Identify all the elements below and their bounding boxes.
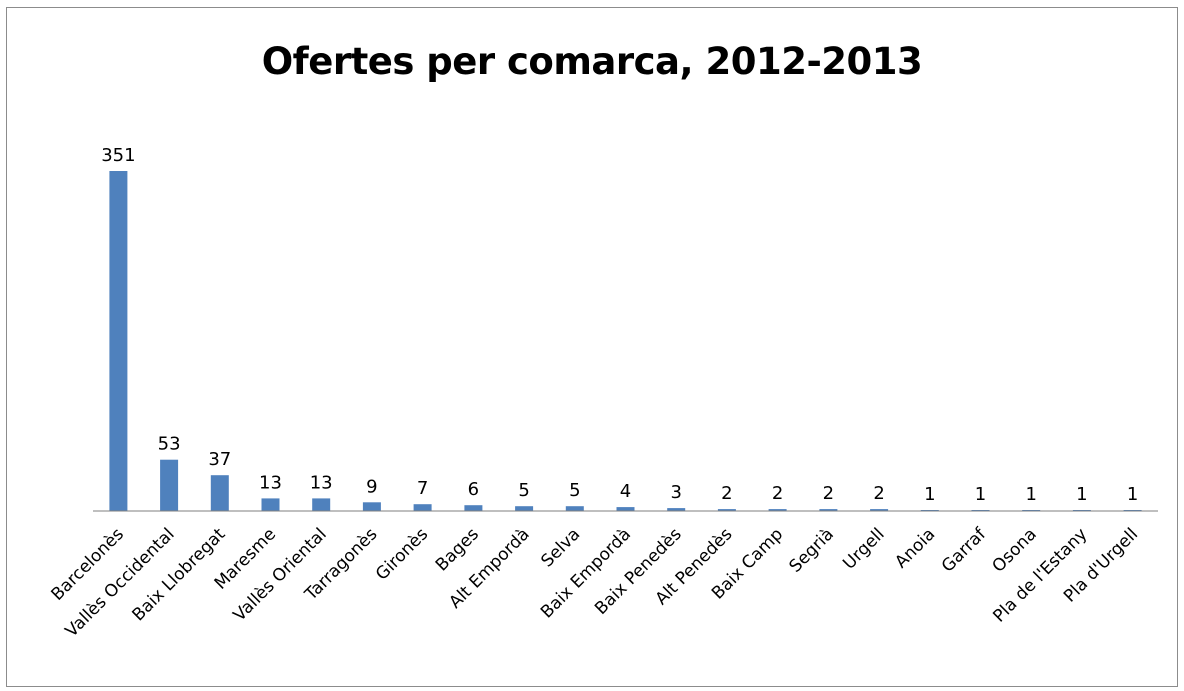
bar bbox=[210, 475, 229, 511]
data-label: 1 bbox=[924, 484, 935, 505]
data-label: 1 bbox=[1025, 484, 1036, 505]
x-tick-label: Gironès bbox=[372, 524, 432, 584]
data-label: 6 bbox=[468, 479, 479, 500]
data-label: 9 bbox=[366, 476, 377, 497]
bar bbox=[870, 509, 889, 511]
bar bbox=[261, 498, 280, 511]
data-label: 13 bbox=[310, 472, 333, 493]
bar bbox=[312, 498, 331, 511]
data-label: 1 bbox=[1127, 484, 1138, 505]
bar bbox=[413, 504, 432, 511]
bar bbox=[464, 505, 483, 511]
x-tick-label: Selva bbox=[537, 524, 584, 571]
bar bbox=[515, 506, 534, 511]
bar bbox=[819, 509, 838, 511]
x-tick-label: Urgell bbox=[839, 524, 888, 573]
bar bbox=[160, 459, 179, 511]
x-tick-label: Anoia bbox=[891, 524, 939, 572]
bar bbox=[565, 506, 584, 511]
x-tick-label: Segrià bbox=[785, 524, 837, 576]
chart-title: Ofertes per comarca, 2012-2013 bbox=[261, 40, 923, 83]
x-tick-label: Baix Penedès bbox=[591, 524, 686, 619]
bar bbox=[109, 171, 128, 511]
data-label: 2 bbox=[772, 483, 783, 504]
data-label: 37 bbox=[208, 449, 231, 470]
data-label: 2 bbox=[721, 483, 732, 504]
bar bbox=[768, 509, 787, 511]
data-label: 2 bbox=[823, 483, 834, 504]
data-label: 2 bbox=[873, 483, 884, 504]
x-tick-label: Baix Empordà bbox=[537, 524, 635, 622]
chart-frame bbox=[6, 7, 1178, 687]
bar bbox=[717, 509, 736, 511]
data-label: 3 bbox=[670, 482, 681, 503]
data-label: 4 bbox=[620, 481, 631, 502]
data-label: 1 bbox=[975, 484, 986, 505]
data-label: 13 bbox=[259, 472, 282, 493]
x-tick-label: Garraf bbox=[938, 524, 991, 577]
bar bbox=[362, 502, 381, 511]
bar bbox=[667, 508, 686, 511]
data-label: 53 bbox=[158, 434, 181, 455]
data-label: 351 bbox=[101, 145, 135, 166]
data-label: 1 bbox=[1076, 484, 1087, 505]
bar bbox=[616, 507, 635, 511]
data-label: 5 bbox=[518, 480, 529, 501]
data-label: 7 bbox=[417, 478, 428, 499]
data-label: 5 bbox=[569, 480, 580, 501]
